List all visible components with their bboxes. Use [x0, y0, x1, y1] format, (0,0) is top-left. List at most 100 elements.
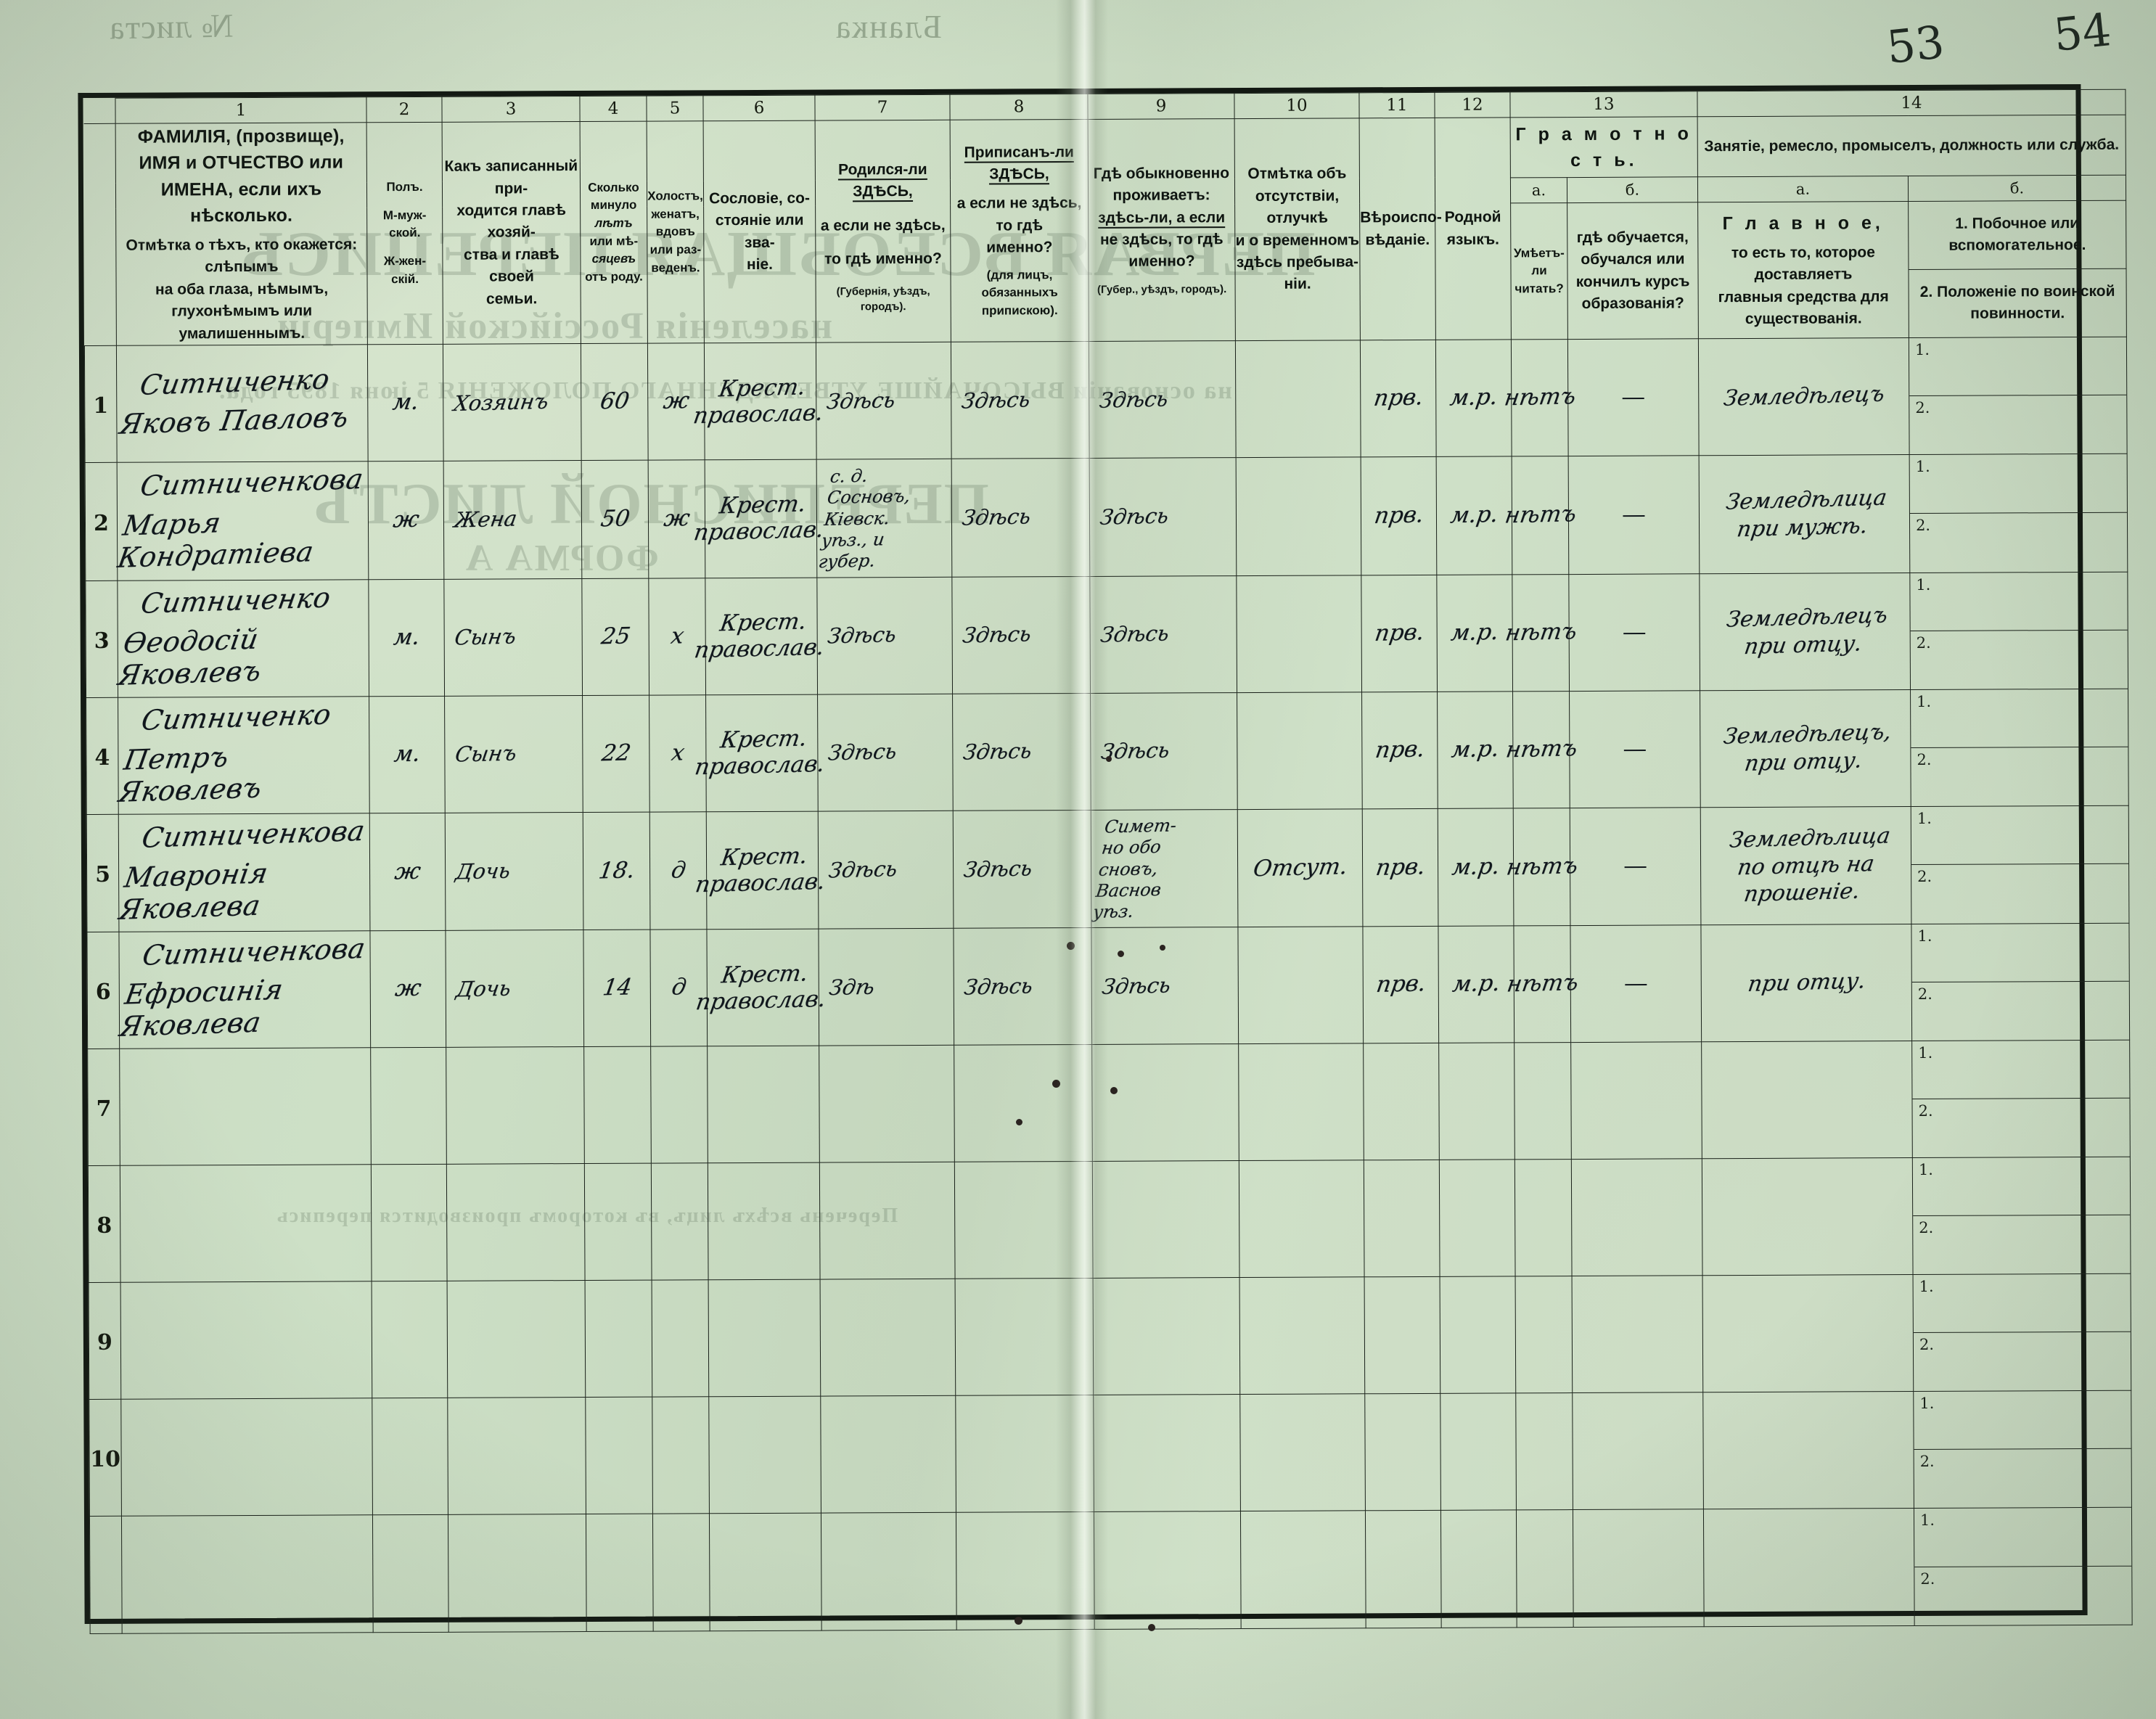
cell-occupation-secondary[interactable]: 1.	[1909, 454, 2127, 514]
cell-native-language[interactable]	[1440, 1510, 1517, 1628]
cell-occupation-secondary[interactable]: 1.	[1910, 572, 2128, 631]
cell-occupation-secondary-military[interactable]: 1. 2.	[1911, 805, 2129, 924]
cell-registration-place[interactable]: Здѣсь	[953, 810, 1091, 929]
cell-military-status[interactable]: 2.	[1914, 1449, 2131, 1508]
cell-age[interactable]	[584, 1163, 652, 1281]
cell-relation[interactable]: Сынъ	[443, 578, 583, 697]
cell-education[interactable]: —	[1568, 573, 1700, 692]
cell-estate[interactable]	[707, 1046, 820, 1164]
cell-sex[interactable]	[372, 1514, 449, 1633]
cell-birthplace[interactable]: Здѣ	[818, 928, 954, 1046]
cell-native-language[interactable]	[1440, 1393, 1517, 1511]
cell-military-status[interactable]: 2.	[1914, 1332, 2131, 1391]
cell-age[interactable]: 22	[582, 694, 650, 813]
cell-registration-place[interactable]: Здѣсь	[951, 341, 1090, 459]
cell-estate[interactable]: Крест. православ.	[692, 342, 825, 461]
cell-religion[interactable]	[1364, 1160, 1440, 1278]
cell-marital-status[interactable]	[650, 1046, 708, 1164]
cell-name[interactable]	[120, 1398, 373, 1517]
cell-religion[interactable]: прв.	[1361, 575, 1438, 692]
cell-name[interactable]	[121, 1515, 374, 1633]
cell-education[interactable]	[1571, 1159, 1703, 1276]
table-row[interactable]: 2 Ситниченкова Марья Кондратіева ж Жена 50 ж Кр…	[85, 454, 2128, 581]
cell-military-status[interactable]: 2.	[1912, 982, 2129, 1041]
cell-literacy-can-read[interactable]	[1514, 1159, 1573, 1277]
cell-military-status[interactable]: 2.	[1912, 1099, 2129, 1157]
cell-marital-status[interactable]	[652, 1280, 709, 1398]
cell-birthplace[interactable]	[820, 1279, 956, 1397]
cell-name[interactable]: Ситниченко Петръ Яковлевъ	[117, 696, 370, 815]
cell-sex[interactable]: ж	[369, 930, 446, 1049]
cell-residence[interactable]: Здѣсь	[1089, 340, 1237, 459]
cell-residence[interactable]	[1094, 1511, 1242, 1630]
cell-occupation-main[interactable]: Земледѣлица по отцѣ на прошеніе.	[1700, 806, 1911, 925]
cell-name[interactable]: Ситниченко Яковъ Павловъ	[116, 344, 369, 463]
cell-education[interactable]	[1570, 1042, 1702, 1160]
cell-absence-note[interactable]	[1239, 1277, 1365, 1395]
cell-registration-place[interactable]	[956, 1511, 1095, 1630]
cell-literacy-can-read[interactable]: нѣтъ	[1504, 808, 1579, 927]
cell-birthplace[interactable]	[819, 1045, 955, 1163]
cell-relation[interactable]: Сынъ	[444, 695, 583, 813]
cell-absence-note[interactable]	[1237, 927, 1364, 1044]
cell-occupation-secondary-military[interactable]: 1. 2.	[1913, 1390, 2132, 1509]
cell-absence-note[interactable]: Отсут.	[1237, 808, 1363, 927]
cell-registration-place[interactable]: Здѣсь	[952, 693, 1091, 811]
cell-literacy-can-read[interactable]	[1515, 1392, 1573, 1511]
cell-occupation-main[interactable]: Земледѣлецъ, при отцу.	[1700, 689, 1911, 808]
cell-occupation-main[interactable]	[1701, 1041, 1913, 1160]
cell-occupation-secondary-military[interactable]: 1. 2.	[1912, 1157, 2131, 1275]
cell-occupation-secondary-military[interactable]: 1. 2.	[1910, 688, 2129, 807]
table-row[interactable]: 7 1. 2.	[87, 1040, 2131, 1166]
cell-education[interactable]	[1572, 1276, 1703, 1393]
cell-native-language[interactable]	[1440, 1276, 1516, 1394]
cell-occupation-secondary-military[interactable]: 1. 2.	[1911, 1040, 2131, 1158]
cell-registration-place[interactable]: Здѣсь	[951, 576, 1091, 694]
cell-occupation-secondary[interactable]: 1.	[1912, 1040, 2130, 1100]
cell-religion[interactable]: прв.	[1360, 340, 1437, 458]
cell-relation[interactable]	[447, 1397, 586, 1515]
cell-registration-place[interactable]	[954, 1161, 1094, 1279]
cell-name[interactable]: Ситниченкова Мавронія Яковлева	[117, 813, 370, 932]
cell-age[interactable]: 25	[581, 578, 649, 696]
cell-name[interactable]: Ситниченкова Ефросинія Яковлева	[118, 930, 371, 1049]
cell-literacy-can-read[interactable]: нѣтъ	[1505, 925, 1580, 1043]
cell-estate[interactable]	[708, 1162, 821, 1281]
cell-name[interactable]	[119, 1048, 372, 1166]
cell-occupation-secondary[interactable]: 1.	[1911, 689, 2128, 748]
cell-religion[interactable]	[1363, 1043, 1440, 1161]
cell-occupation-main[interactable]	[1702, 1274, 1914, 1393]
cell-education[interactable]	[1572, 1392, 1704, 1510]
cell-registration-place[interactable]	[955, 1278, 1094, 1396]
cell-occupation-secondary[interactable]: 1.	[1913, 1274, 2131, 1334]
cell-literacy-can-read[interactable]	[1515, 1276, 1573, 1394]
cell-registration-place[interactable]	[955, 1395, 1094, 1513]
cell-age[interactable]: 14	[583, 930, 651, 1047]
cell-estate[interactable]: Крест. православ.	[692, 459, 826, 578]
cell-absence-note[interactable]	[1238, 1043, 1364, 1161]
cell-occupation-secondary-military[interactable]: 1. 2.	[1913, 1273, 2131, 1392]
cell-occupation-secondary[interactable]: 1.	[1909, 337, 2127, 397]
table-row[interactable]: 6 Ситниченкова Ефросинія Яковлева ж Дочь 14 д К…	[86, 923, 2130, 1049]
cell-education[interactable]: —	[1567, 338, 1700, 456]
cell-residence[interactable]: Симет-но обо сновъ, Васнов уѣз.	[1091, 809, 1238, 928]
cell-sex[interactable]: ж	[368, 461, 444, 580]
cell-occupation-secondary-military[interactable]: 1. 2.	[1909, 454, 2128, 573]
cell-estate[interactable]: Крест. православ.	[694, 811, 827, 930]
cell-occupation-main[interactable]	[1702, 1391, 1914, 1510]
cell-relation[interactable]: Дочь	[445, 930, 584, 1048]
table-row[interactable]: 1. 2.	[89, 1507, 2133, 1634]
table-row[interactable]: 10 1. 2.	[89, 1390, 2132, 1517]
cell-occupation-secondary[interactable]: 1.	[1912, 1157, 2131, 1217]
cell-absence-note[interactable]	[1237, 692, 1363, 810]
cell-name[interactable]: Ситниченко Ѳеодосій Яковлевъ	[116, 579, 369, 698]
cell-occupation-main[interactable]: Земледѣлица при мужѣ.	[1699, 454, 1910, 574]
cell-estate[interactable]	[708, 1396, 821, 1514]
cell-marital-status[interactable]	[652, 1397, 710, 1514]
cell-occupation-secondary[interactable]: 1.	[1914, 1391, 2131, 1451]
cell-birthplace[interactable]	[820, 1395, 956, 1514]
cell-sex[interactable]	[371, 1164, 448, 1282]
cell-literacy-can-read[interactable]	[1514, 1042, 1572, 1160]
cell-religion[interactable]: прв.	[1362, 926, 1439, 1044]
cell-occupation-secondary-military[interactable]: 1. 2.	[1914, 1507, 2133, 1626]
